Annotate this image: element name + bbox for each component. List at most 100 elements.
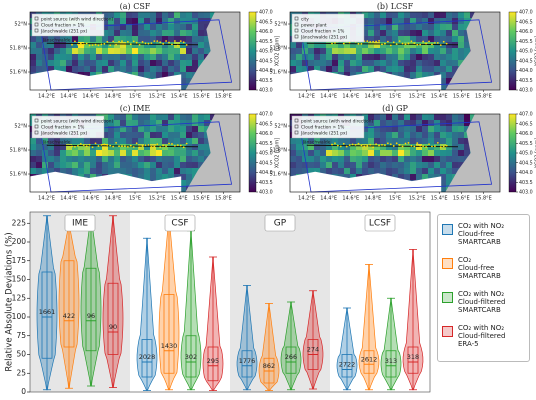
x-tick-label: 15.4°E (431, 94, 448, 100)
field-cell (320, 60, 326, 66)
field-cell (428, 114, 434, 120)
field-cell (446, 24, 452, 30)
field-cell (78, 48, 84, 54)
field-cell (386, 42, 392, 48)
field-cell (114, 18, 120, 24)
field-cell (380, 66, 386, 72)
field-cell (332, 42, 338, 48)
field-cell (198, 126, 204, 132)
plume-pixel (135, 142, 138, 145)
field-cell (204, 144, 210, 150)
field-cell (168, 114, 174, 120)
field-cell (398, 144, 404, 150)
field-cell (174, 48, 180, 54)
field-cell (90, 162, 96, 168)
legend-swatch (442, 292, 453, 303)
field-cell (168, 24, 174, 30)
field-cell (144, 114, 150, 120)
y-tick-label: 52°N (14, 22, 27, 28)
field-cell (102, 162, 108, 168)
field-cell (126, 132, 132, 138)
field-cell (132, 168, 138, 174)
field-cell (138, 168, 144, 174)
plume-pixel (416, 142, 419, 145)
colorbar-tick-label: 407.0 (519, 10, 533, 16)
plume-pixel (85, 145, 88, 148)
region-outline (40, 19, 233, 91)
field-cell (102, 42, 108, 48)
map-legend-label: Cloud fraction > 1% (41, 124, 84, 130)
field-cell (374, 144, 380, 150)
field-cell (374, 48, 380, 54)
field-cell (404, 126, 410, 132)
field-cell (126, 54, 132, 60)
map-legend-label: Jänschwalde (251 px) (40, 28, 88, 34)
field-cell (350, 168, 356, 174)
field-cell (120, 114, 126, 120)
field-cell (192, 48, 198, 54)
map-legend-marker (294, 118, 299, 123)
field-cell (102, 138, 108, 144)
field-cell (416, 48, 422, 54)
field-cell (162, 138, 168, 144)
map-legend-marker (34, 28, 39, 33)
field-cell (398, 48, 404, 54)
field-cell (362, 18, 368, 24)
field-cell (386, 54, 392, 60)
field-cell (108, 120, 114, 126)
field-cell (78, 156, 84, 162)
field-cell (48, 66, 54, 72)
field-cell (156, 42, 162, 48)
field-cell (144, 150, 150, 156)
plume-pixel (439, 44, 442, 47)
plume-pixel (381, 143, 383, 146)
field-cell (198, 150, 204, 156)
x-tick-label: 14.2°E (298, 94, 315, 100)
field-cell (150, 132, 156, 138)
plume-pixel (144, 144, 147, 147)
plume-pixel (124, 44, 126, 47)
field-cell (338, 48, 344, 54)
field-cell (150, 30, 156, 36)
field-cell (150, 60, 156, 66)
field-cell (186, 30, 192, 36)
field-cell (458, 162, 464, 168)
field-cell (422, 138, 428, 144)
field-cell (174, 174, 180, 180)
x-tick-label: 14.8°E (104, 196, 121, 202)
map-legend-marker (34, 16, 39, 21)
field-cell (84, 42, 90, 48)
field-cell (174, 162, 180, 168)
plume-pixel (428, 143, 430, 146)
plume-pixel (85, 42, 88, 45)
field-cell (120, 120, 126, 126)
field-cell (398, 138, 404, 144)
field-cell (416, 144, 422, 150)
field-cell (440, 132, 446, 138)
field-cell (296, 66, 302, 72)
field-cell (422, 42, 428, 48)
field-cell (338, 162, 344, 168)
field-cell (150, 66, 156, 72)
field-cell (96, 66, 102, 72)
field-cell (96, 144, 102, 150)
plume-pixel (165, 40, 167, 42)
field-cell (48, 162, 54, 168)
field-cell (296, 168, 302, 174)
field-cell (368, 150, 374, 156)
field-cell (320, 42, 326, 48)
field-cell (180, 138, 186, 144)
plume-pixel (100, 43, 103, 46)
field-cell (120, 126, 126, 132)
field-cell (428, 12, 434, 18)
field-cell (156, 24, 162, 30)
field-cell (120, 156, 126, 162)
field-cell (120, 168, 126, 174)
field-cell (458, 114, 464, 120)
field-cell (84, 162, 90, 168)
field-cell (120, 144, 126, 150)
field-cell (180, 36, 186, 42)
field-cell (440, 120, 446, 126)
plume-pixel (404, 142, 407, 145)
field-cell (162, 42, 168, 48)
